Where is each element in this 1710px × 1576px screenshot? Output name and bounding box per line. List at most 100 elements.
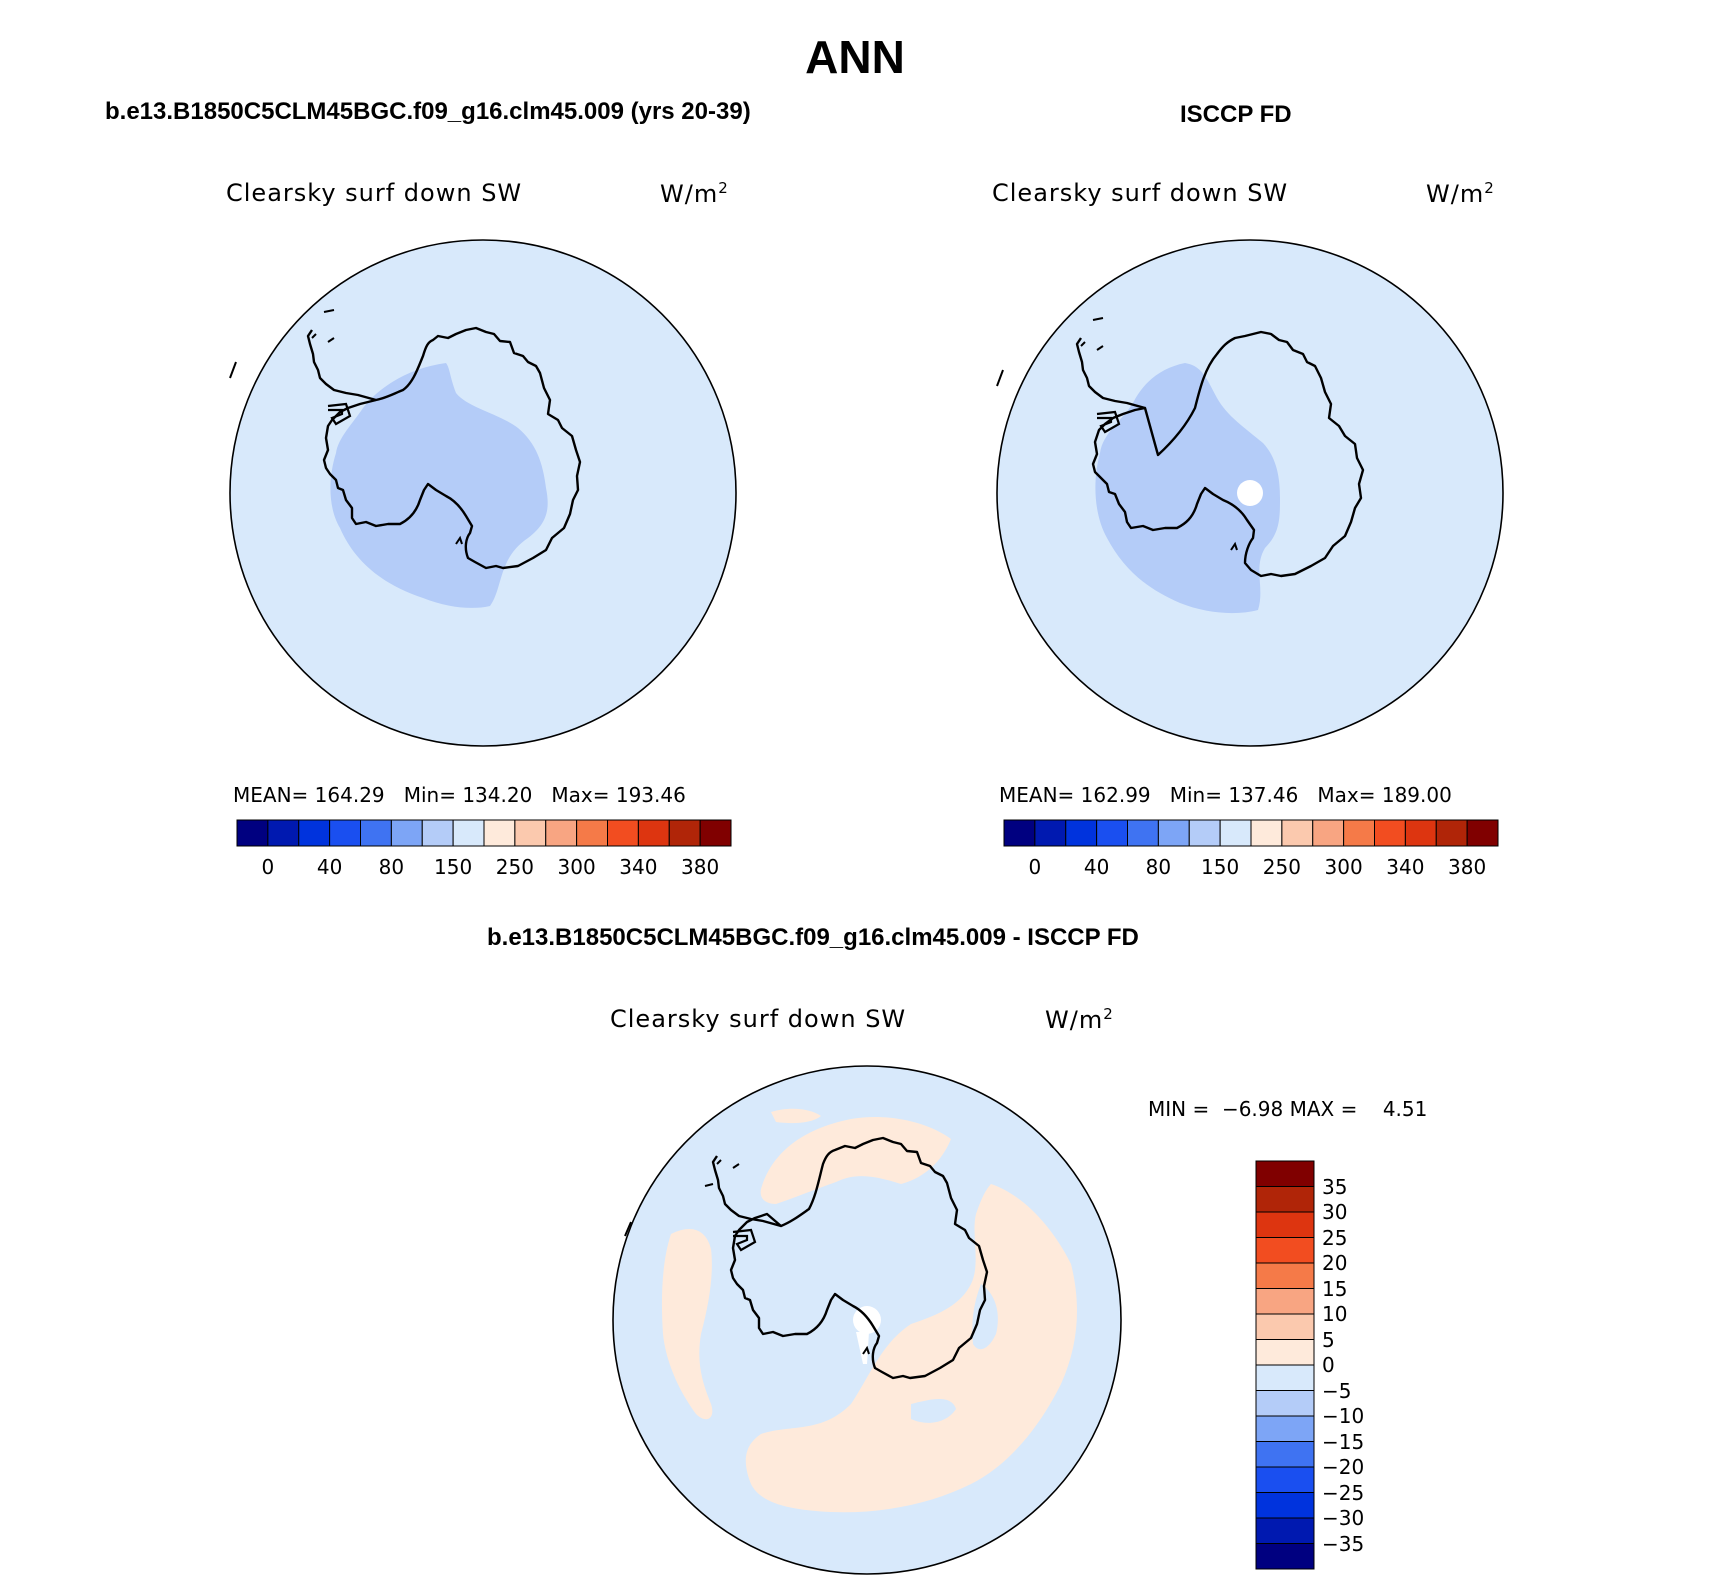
colorbar-swatch [576,819,609,847]
panel-diff-colorbar [1255,1160,1315,1570]
colorbar-swatch [1255,1288,1315,1315]
colorbar-swatch [1255,1543,1315,1570]
colorbar-swatch [637,819,670,847]
colorbar-tick-label: 150 [1201,855,1240,879]
colorbar-tick-label: 250 [1262,855,1301,879]
colorbar-tick-label: −5 [1322,1378,1352,1403]
colorbar-tick-label: 300 [557,855,596,879]
colorbar-tick-label: 25 [1322,1225,1348,1250]
colorbar-tick-label: 10 [1322,1302,1348,1326]
colorbar-tick-label: 250 [495,855,534,879]
colorbar-tick-label: −10 [1322,1404,1365,1428]
panel-obs-colorbar [1003,819,1499,847]
colorbar-swatch [607,819,639,847]
colorbar-swatch [267,819,300,847]
colorbar-swatch [452,819,485,847]
colorbar-swatch [1343,819,1376,847]
panel-model-units: W/m2 [660,179,729,208]
colorbar-tick-label: −35 [1322,1531,1365,1556]
panel-obs-antarctica-coastline [1091,330,1365,578]
panel-diff-colorbar-ticks: 35 30 25 20 15 10 5 0 −5 −10 −15 −20 −25 −30 −35 [1322,1161,1422,1569]
panel-obs-missing-data-hole [1237,480,1263,506]
colorbar-tick-label: 20 [1322,1251,1348,1275]
colorbar-swatch [1034,819,1067,847]
panel-model-map [229,239,737,747]
colorbar-swatch [668,819,701,847]
colorbar-swatch [1255,1517,1315,1544]
colorbar-swatch [1435,819,1468,847]
colorbar-tick-label: 380 [1448,855,1487,879]
colorbar-swatch [1127,819,1159,847]
panel-obs-low-sw-region [1095,363,1280,614]
colorbar-swatch [1404,819,1437,847]
colorbar-swatch [1096,819,1129,847]
colorbar-tick-label: 5 [1322,1327,1335,1352]
colorbar-tick-label: 0 [261,855,275,879]
panel-obs-island-coastline [996,317,1238,551]
colorbar-swatch [1065,819,1098,847]
colorbar-swatch [1157,819,1190,847]
panel-model-low-sw-region [330,363,548,608]
colorbar-tick-label: 40 [1083,855,1110,879]
panel-model-ice-shelf-coastline [327,402,352,426]
colorbar-swatch [329,819,362,847]
panel-model-peninsula-coastline [306,329,377,402]
colorbar-swatch [1466,819,1499,847]
colorbar-swatch [1312,819,1345,847]
panel-obs-peninsula-coastline [1075,337,1146,410]
colorbar-swatch [545,819,578,847]
panel-diff-units: W/m2 [1045,1005,1114,1034]
colorbar-tick-label: 0 [1322,1353,1335,1377]
colorbar-tick-label: 340 [619,855,658,879]
colorbar-swatch [1255,1364,1315,1391]
panel-diff-island-coastline [624,1159,870,1355]
panel-obs-map-boundary [996,239,1504,747]
colorbar-tick-label: 80 [378,855,405,879]
page-title: ANN [805,31,905,83]
colorbar-swatch [1250,819,1283,847]
colorbar-swatch [1255,1441,1315,1468]
colorbar-tick-label: 300 [1324,855,1363,879]
colorbar-swatch [1255,1262,1315,1289]
panel-diff-map [612,1065,1122,1575]
panel-obs-heading: ISCCP FD [1180,101,1292,128]
panel-obs-map [996,239,1504,747]
colorbar-swatch [1255,1211,1315,1238]
panel-model-island-coastline [229,309,463,545]
panel-diff-ice-shelf-coastline [732,1228,757,1252]
panel-model-map-boundary [229,239,737,747]
colorbar-swatch [421,819,454,847]
panel-diff-positive-regions [661,1108,1077,1513]
panel-obs-variable: Clearsky surf down SW [992,179,1289,207]
colorbar-swatch [390,819,423,847]
panel-model-antarctica-coastline [322,326,582,570]
colorbar-tick-label: −25 [1322,1480,1365,1505]
colorbar-swatch [1281,819,1314,847]
colorbar-tick-label: 340 [1386,855,1425,879]
colorbar-tick-label: 15 [1322,1276,1348,1301]
colorbar-swatch [1255,1415,1315,1442]
colorbar-swatch [236,819,269,847]
panel-model-colorbar [236,819,732,847]
panel-diff-missing-data-hole [853,1306,881,1334]
colorbar-tick-label: 380 [681,855,720,879]
colorbar-swatch [1255,1466,1315,1493]
colorbar-tick-label: 40 [316,855,343,879]
panel-model-stats: MEAN= 164.29 Min= 134.20 Max= 193.46 [233,783,686,807]
colorbar-tick-label: 35 [1322,1174,1348,1199]
colorbar-swatch [360,819,392,847]
colorbar-swatch [1188,819,1221,847]
colorbar-swatch [699,819,732,847]
colorbar-swatch [514,819,547,847]
panel-model-heading: b.e13.B1850C5CLM45BGC.f09_g16.clm45.009 … [105,98,751,125]
colorbar-tick-label: 30 [1322,1200,1348,1224]
colorbar-swatch [1255,1160,1315,1187]
panel-obs-ice-shelf-coastline [1096,410,1121,434]
colorbar-tick-label: −30 [1322,1506,1365,1530]
colorbar-tick-label: 80 [1145,855,1172,879]
colorbar-tick-label: 150 [434,855,473,879]
panel-diff-variable: Clearsky surf down SW [610,1005,907,1033]
panel-obs-stats: MEAN= 162.99 Min= 137.46 Max= 189.00 [999,783,1452,807]
colorbar-swatch [298,819,331,847]
panel-model-colorbar-ticks: 0 40 80 150 250 300 340 380 [237,855,731,883]
